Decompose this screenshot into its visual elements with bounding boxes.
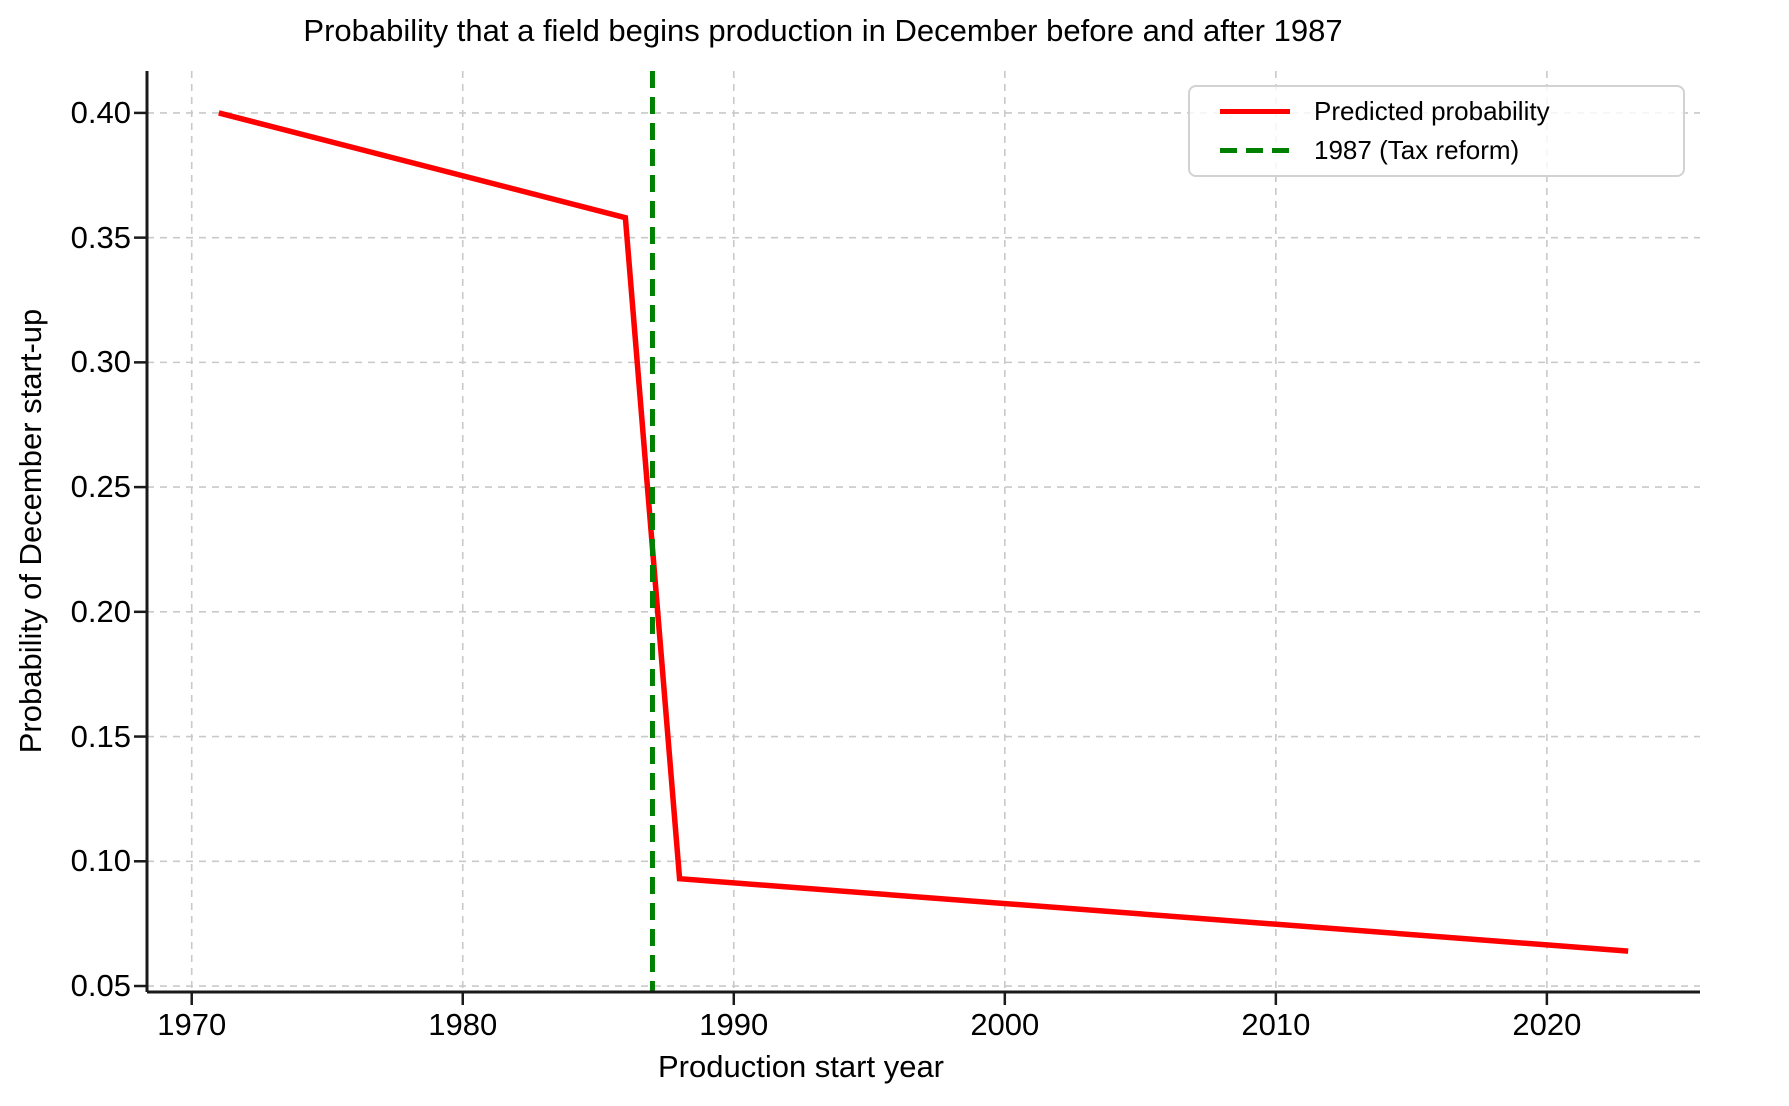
chart-canvas [134,71,1700,1005]
legend: Predicted probability 1987 (Tax reform) [1188,85,1685,177]
y-tick-label: 0.20 [70,593,131,629]
x-tick-label: 2000 [970,1007,1040,1042]
x-tick-label: 2020 [1512,1007,1582,1042]
legend-label: Predicted probability [1314,96,1550,126]
y-tick-label: 0.40 [70,94,131,130]
y-tick-label: 0.05 [70,968,131,1003]
x-tick-label: 1980 [428,1007,498,1042]
y-tick-label: 0.30 [70,344,131,380]
y-tick-label: 0.35 [70,219,131,255]
x-tick-label: 2010 [1241,1007,1311,1042]
y-tick-label: 0.15 [70,718,131,754]
legend-item-tax-reform: 1987 (Tax reform) [1220,135,1683,166]
predicted-probability-line [218,110,1629,954]
legend-solid-line-swatch [1220,109,1290,114]
legend-item-predicted-probability: Predicted probability [1220,96,1683,127]
y-axis-label: Probability of December start-up [13,308,48,754]
y-tick-label: 0.25 [70,469,131,505]
legend-dashed-line-swatch [1220,148,1290,153]
y-tick-label: 0.10 [70,843,131,879]
plot-area: 1970 1980 1990 2000 2010 2020 0.05 0.10 0.15 0.2… [71,71,1700,1042]
legend-label: 1987 (Tax reform) [1314,135,1520,165]
x-tick-label: 1970 [157,1007,227,1042]
x-axis-label: Production start year [657,1049,945,1084]
chart-title: Probability that a field begins producti… [303,13,1343,48]
x-tick-label: 1990 [699,1007,769,1042]
